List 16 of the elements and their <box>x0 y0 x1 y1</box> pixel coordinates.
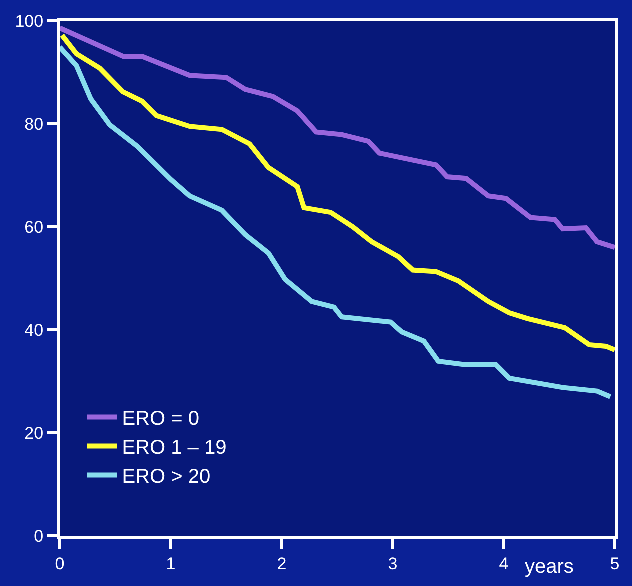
x-tick-label: 2 <box>277 554 287 574</box>
y-tick-label: 40 <box>24 320 44 340</box>
legend-label: ERO > 20 <box>122 466 211 488</box>
legend-label: ERO 1 – 19 <box>122 437 227 460</box>
x-tick-label: 4 <box>499 554 509 574</box>
y-tick-label: 20 <box>24 424 44 443</box>
y-tick-label: 100 <box>15 12 44 31</box>
y-tick-label: 0 <box>34 526 44 546</box>
x-axis-title: years <box>525 556 574 578</box>
legend-label: ERO = 0 <box>122 408 200 430</box>
x-tick-label: 1 <box>166 554 176 574</box>
x-tick-label: 5 <box>610 554 620 574</box>
x-tick-label: 0 <box>55 554 65 574</box>
y-tick-label: 60 <box>24 218 44 237</box>
y-tick-label: 80 <box>24 114 44 134</box>
x-tick-label: 3 <box>388 554 398 574</box>
